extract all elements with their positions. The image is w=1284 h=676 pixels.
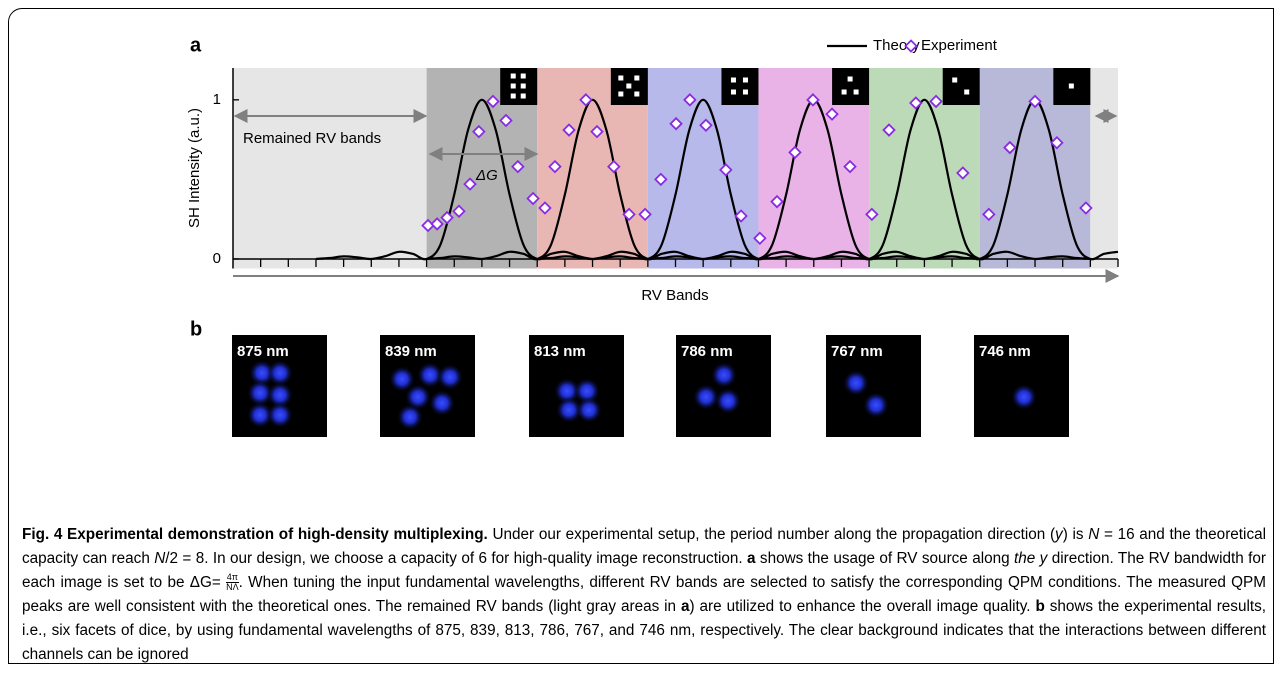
caption-text: /2 = 8. In our design, we choose a capac… (165, 550, 747, 567)
dice-pip (511, 94, 516, 99)
caption-text: Under our experimental setup, the period… (488, 526, 1055, 543)
dice-pip (511, 74, 516, 79)
image-spot (397, 404, 423, 430)
caption: Fig. 4 Experimental demonstration of hig… (22, 523, 1266, 666)
dice-pip (743, 90, 748, 95)
image-spot (576, 397, 602, 423)
dice-pip (521, 74, 526, 79)
dice-pip (618, 92, 623, 97)
dice-pip (521, 94, 526, 99)
dice-icon (721, 68, 758, 105)
caption-text: a (747, 550, 756, 567)
image-label: 813 nm (534, 343, 586, 360)
caption-text: the y (1014, 550, 1047, 567)
y-tick-label: 1 (213, 91, 221, 108)
dice-pip (731, 78, 736, 83)
dice-pip (618, 76, 623, 81)
annotation: ΔG (475, 167, 498, 184)
image-spot (715, 388, 741, 414)
image-spot (843, 370, 869, 396)
caption-text: Fig. 4 Experimental demonstration of hig… (22, 526, 488, 543)
caption-text: a (681, 598, 690, 615)
panel-label: b (190, 318, 202, 340)
annotation: Remained RV bands (243, 130, 381, 147)
caption-text: ) is (1063, 526, 1089, 543)
y-axis-label: SH Intensity (a.u.) (186, 108, 203, 228)
dice-pip (634, 76, 639, 81)
dice-pip (842, 90, 847, 95)
dice-pip (731, 90, 736, 95)
band (233, 68, 427, 269)
image-label: 786 nm (681, 343, 733, 360)
dice-pip (743, 78, 748, 83)
dice-icon (500, 68, 537, 105)
dice-icon (832, 68, 869, 105)
image-spot (711, 362, 737, 388)
image-spot (863, 392, 889, 418)
legend-label: Experiment (921, 37, 998, 54)
figure: 0 1 a SH Intensity (a.u.) RV Bands Remain… (0, 0, 1284, 520)
dice-pip (854, 90, 859, 95)
image-spot (1011, 384, 1037, 410)
dice-pip (1069, 84, 1074, 89)
image-spot (267, 402, 293, 428)
caption-text: N (1088, 526, 1099, 543)
panel-label: a (190, 34, 202, 56)
dice-pip (626, 84, 631, 89)
caption-text: N (154, 550, 165, 567)
dice-icon (943, 68, 980, 105)
fraction-part: NΛ (226, 582, 239, 592)
band (1090, 68, 1118, 269)
image-label: 839 nm (385, 343, 437, 360)
caption-text: y (1055, 526, 1063, 543)
image-label: 875 nm (237, 343, 289, 360)
dice-pip (634, 92, 639, 97)
dice-pip (521, 84, 526, 89)
y-tick-label: 0 (213, 250, 221, 267)
caption-text: shows the usage of RV source along (756, 550, 1015, 567)
dice-pip (848, 77, 853, 82)
caption-text: b (1035, 598, 1044, 615)
image-label: 767 nm (831, 343, 883, 360)
x-axis-label: RV Bands (641, 287, 708, 304)
caption-text: ) are utilized to enhance the overall im… (690, 598, 1036, 615)
image-spot (429, 390, 455, 416)
image-spot (437, 364, 463, 390)
dice-pip (964, 90, 969, 95)
image-label: 746 nm (979, 343, 1031, 360)
dice-pip (511, 84, 516, 89)
image-spot (693, 384, 719, 410)
fraction-part: 4π (226, 573, 239, 582)
dice-pip (952, 78, 957, 83)
page: 0 1 a SH Intensity (a.u.) RV Bands Remain… (0, 0, 1284, 676)
